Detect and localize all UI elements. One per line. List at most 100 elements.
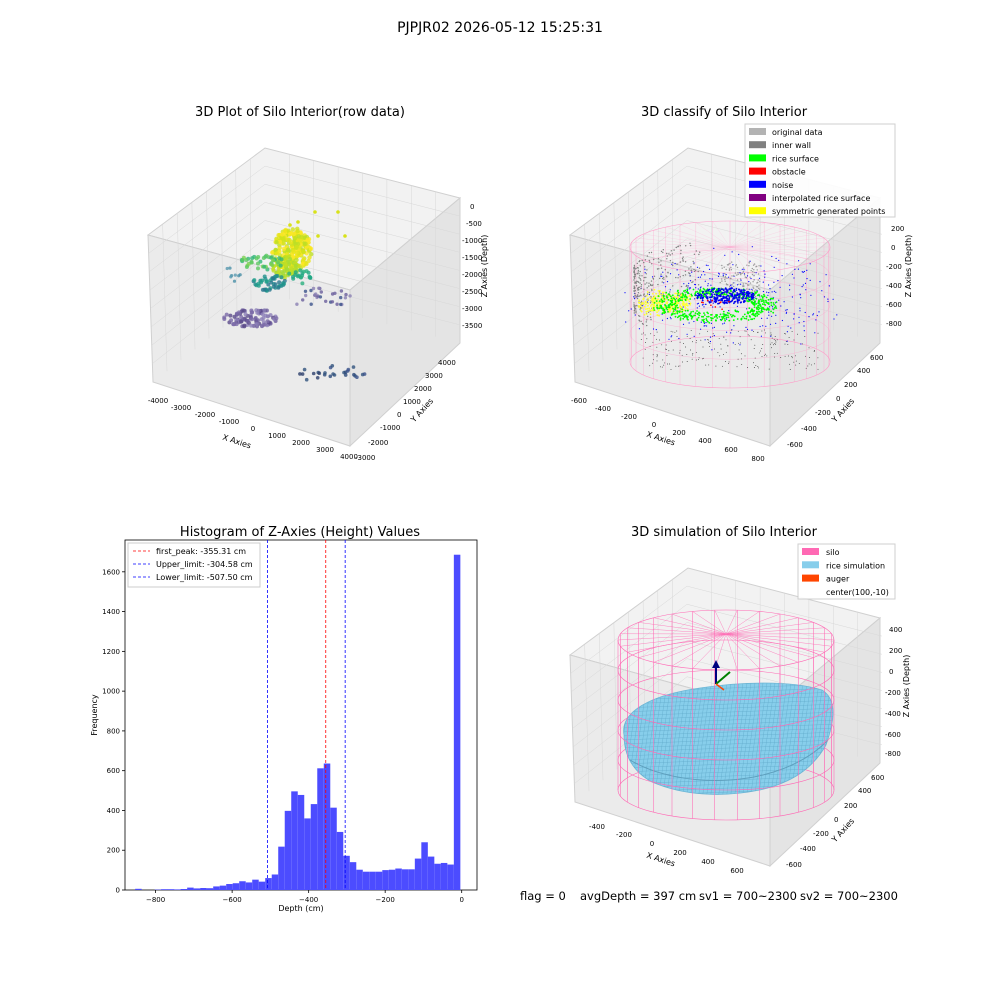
silo-spoke [712, 246, 731, 273]
mesh-line [705, 683, 725, 795]
classified-point [752, 331, 754, 332]
classified-point [677, 297, 680, 300]
classified-point [756, 314, 759, 317]
classified-point [654, 297, 657, 300]
classified-point [649, 296, 651, 299]
classified-point [676, 302, 679, 304]
classified-point [646, 324, 648, 327]
classified-point [784, 333, 786, 335]
classified-point [737, 299, 740, 302]
classified-point [709, 336, 712, 338]
classified-point [746, 264, 748, 266]
classified-point [666, 355, 668, 356]
classified-point [770, 304, 773, 307]
classified-point [636, 295, 638, 298]
silo-ring-front [617, 789, 835, 821]
histogram-bar [317, 768, 324, 890]
classified-point [694, 279, 696, 281]
panel4-silo-wireframe-front [617, 639, 835, 821]
classified-point [707, 289, 710, 292]
classified-point [670, 368, 672, 370]
classified-point [674, 300, 677, 303]
classified-point [737, 330, 739, 332]
classified-point [739, 344, 741, 346]
classified-point [641, 333, 643, 335]
legend-label: rice simulation [826, 561, 885, 570]
classified-point [805, 355, 806, 357]
histogram-bar [174, 889, 181, 890]
classified-point [821, 290, 823, 292]
histogram-bar [447, 864, 454, 890]
classified-point [667, 271, 669, 274]
classified-point [729, 313, 732, 316]
raw-point [262, 322, 267, 327]
classified-point [752, 271, 754, 273]
classified-point [646, 319, 648, 321]
classified-point [803, 325, 805, 327]
mesh-line [623, 727, 833, 737]
classified-point [737, 310, 740, 313]
classified-point [753, 287, 755, 289]
classified-point [699, 287, 702, 289]
classified-point [690, 317, 693, 320]
classified-point [735, 310, 738, 313]
classified-point [718, 273, 721, 275]
classified-point [746, 275, 749, 277]
classified-point [731, 315, 733, 318]
classified-point [769, 288, 771, 290]
classified-point [725, 339, 727, 341]
classified-point [666, 349, 667, 351]
p1-ztick: -3500 [462, 322, 482, 330]
classified-point [713, 326, 716, 328]
panel2-y-ticks: -600 -400 -200 0 200 400 600 [787, 354, 883, 449]
classified-point [725, 283, 728, 285]
mesh-line [785, 683, 805, 795]
classified-point [661, 277, 664, 280]
panel3-ylabel: Frequency [90, 694, 99, 736]
classified-point [669, 295, 672, 298]
classified-point [761, 317, 763, 319]
classified-point [681, 308, 683, 311]
classified-point [669, 291, 671, 293]
classified-point [721, 278, 723, 280]
classified-point [720, 343, 722, 345]
classified-point [753, 274, 755, 277]
raw-point [304, 269, 309, 274]
classified-point [677, 277, 679, 279]
p2-xtick: 200 [672, 429, 685, 437]
classified-point [633, 290, 635, 293]
classified-point [697, 270, 699, 273]
classified-point [723, 266, 725, 268]
p4-xtick: -400 [589, 823, 605, 831]
classified-point [756, 282, 758, 284]
classified-point [651, 292, 654, 295]
classified-point [655, 300, 658, 302]
classified-point [698, 290, 701, 292]
classified-point [751, 288, 753, 290]
classified-point [644, 283, 646, 285]
classified-point [799, 307, 801, 309]
classified-point [684, 315, 687, 317]
classified-point [836, 314, 838, 316]
classified-point [644, 266, 646, 268]
classified-point [757, 306, 760, 309]
classified-point [661, 281, 663, 283]
silo-ring-front [617, 639, 835, 671]
classified-point [682, 306, 684, 308]
classified-point [760, 310, 763, 312]
classified-point [641, 275, 643, 277]
classified-point [810, 294, 812, 296]
classified-point [681, 314, 684, 317]
classified-point [721, 365, 723, 367]
classified-point [725, 268, 727, 271]
silo-roof-spoke [692, 633, 727, 669]
panel1-zlabel: Z Axies (Depth) [480, 235, 489, 298]
classified-point [749, 276, 751, 278]
classified-point [710, 316, 712, 319]
classified-point [666, 317, 669, 320]
histogram-bar [336, 831, 344, 890]
classified-point [661, 366, 663, 368]
raw-point [260, 312, 265, 317]
classified-point [709, 299, 712, 301]
classified-point [721, 267, 723, 269]
